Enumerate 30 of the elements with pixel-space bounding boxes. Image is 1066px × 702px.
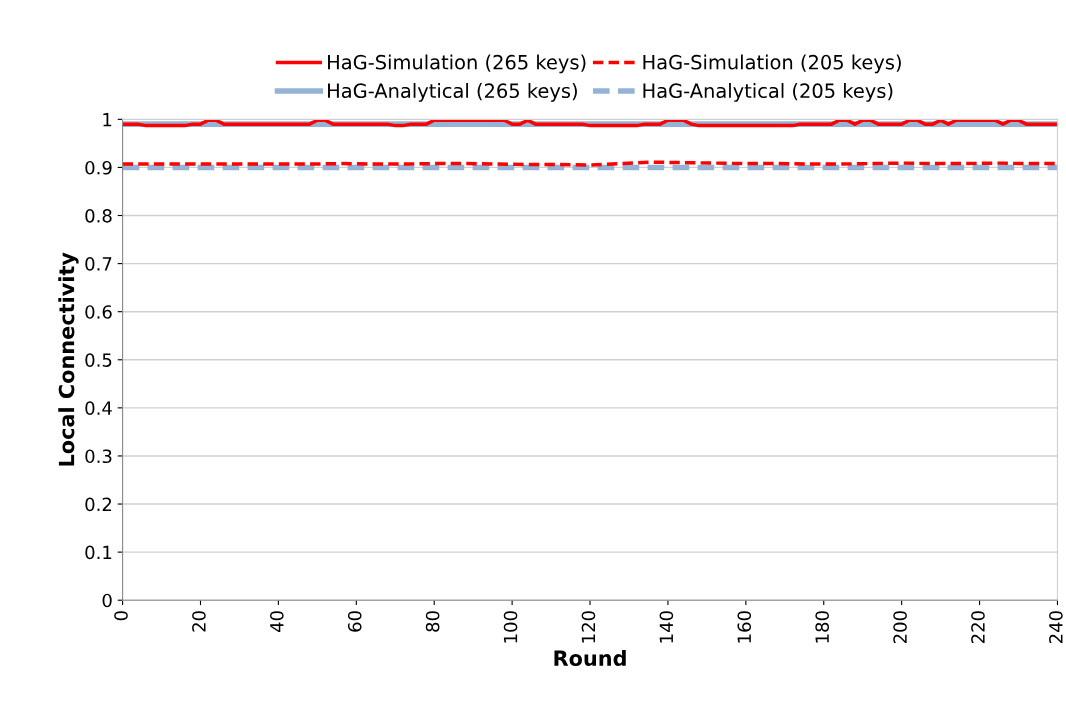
x-axis-title: Round xyxy=(554,649,626,667)
y-tick-label: 0 xyxy=(102,593,112,608)
x-tick-label: 100 xyxy=(503,611,518,643)
legend-label: HaG-Simulation (205 keys) xyxy=(643,54,901,74)
y-tick-label: 0.3 xyxy=(85,449,112,464)
x-tick-label: 220 xyxy=(971,611,985,644)
y-axis-title: Local Connectivity xyxy=(58,252,79,466)
x-tick-label: 160 xyxy=(737,611,752,643)
x-tick-label: 0 xyxy=(114,611,128,621)
legend-label: HaG-Analytical (265 keys) xyxy=(328,83,577,102)
x-tick-label: 120 xyxy=(581,611,596,643)
y-tick-label: 1 xyxy=(103,113,112,127)
y-tick-label: 0.6 xyxy=(85,305,112,319)
legend-label: HaG-Simulation (265 keys) xyxy=(328,54,586,74)
x-tick-label: 140 xyxy=(659,611,674,643)
y-tick-label: 0.9 xyxy=(85,160,112,175)
y-tick-label: 0.5 xyxy=(85,353,112,367)
y-tick-label: 0.7 xyxy=(85,257,112,271)
x-tick-label: 40 xyxy=(269,611,284,633)
x-tick-label: 80 xyxy=(425,611,440,632)
y-tick-label: 0.2 xyxy=(85,497,112,512)
y-tick-label: 0.4 xyxy=(85,401,112,415)
x-tick-label: 200 xyxy=(893,611,907,644)
x-tick-label: 240 xyxy=(1049,611,1063,644)
y-tick-label: 0.1 xyxy=(85,545,112,560)
x-tick-label: 20 xyxy=(192,611,206,632)
x-tick-label: 180 xyxy=(815,611,829,643)
x-tick-label: 60 xyxy=(347,611,362,632)
legend-label: HaG-Analytical (205 keys) xyxy=(643,83,893,102)
y-tick-label: 0.8 xyxy=(85,208,112,223)
